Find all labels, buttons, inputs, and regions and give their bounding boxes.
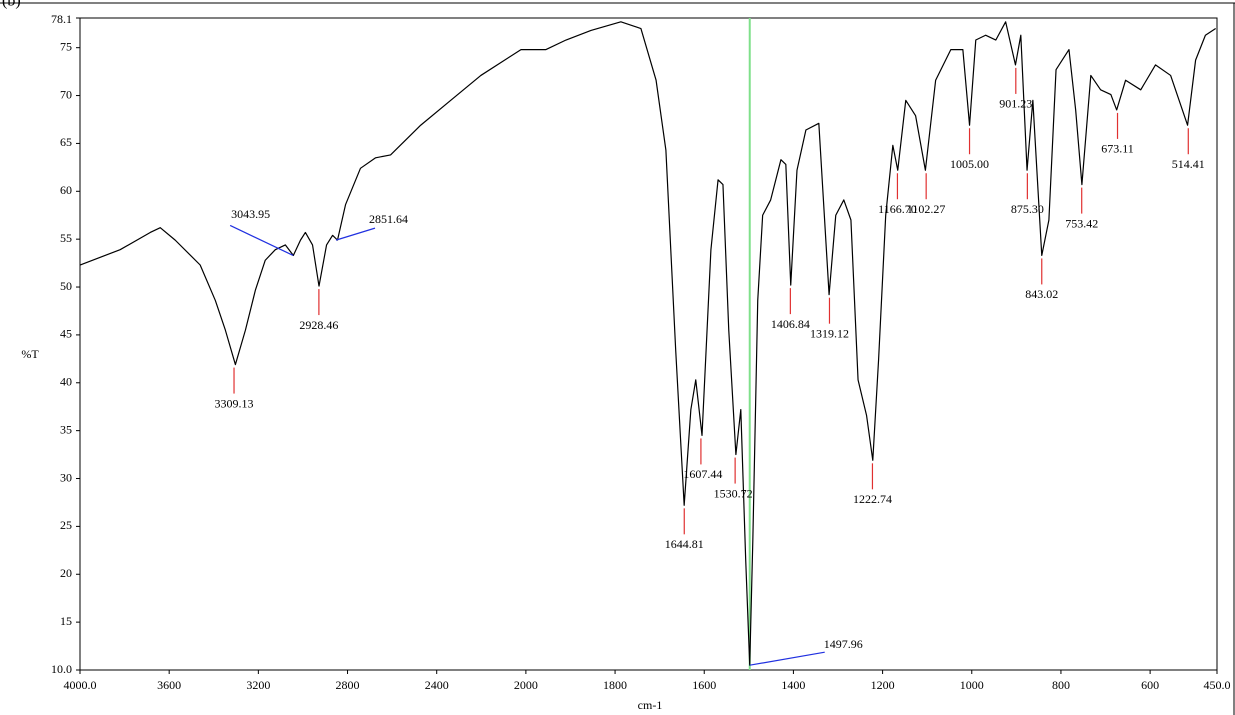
peak-label: 514.41: [1172, 157, 1205, 171]
peak-label: 1166.70: [878, 202, 917, 216]
peak-label: 1644.81: [665, 537, 704, 551]
x-tick-label: 2800: [336, 678, 360, 692]
x-tick-label: 1800: [603, 678, 627, 692]
y-axis-label: %T: [21, 347, 39, 361]
x-tick-label: 600: [1141, 678, 1159, 692]
y-tick-label: 20: [60, 566, 72, 580]
panel-label: (b): [2, 0, 21, 10]
plot-frame: [79, 17, 1218, 671]
peak-leader: [229, 224, 294, 256]
peak-label: 2928.46: [299, 318, 338, 332]
x-tick-label: 450.0: [1204, 678, 1231, 692]
peak-label: 843.02: [1025, 287, 1058, 301]
y-tick-label: 40: [60, 375, 72, 389]
spectrum-line: [79, 21, 1216, 666]
y-tick-label: 50: [60, 279, 72, 293]
peak-label: 753.42: [1065, 216, 1098, 230]
y-tick-label: 25: [60, 518, 72, 532]
peak-label: 3043.95: [231, 207, 270, 221]
peak-label: 1607.44: [683, 467, 722, 481]
x-tick-label: 1400: [781, 678, 805, 692]
y-tick-label: 15: [60, 614, 72, 628]
x-tick-label: 1000: [960, 678, 984, 692]
peak-label: 1222.74: [853, 492, 892, 506]
x-tick-label: 800: [1052, 678, 1070, 692]
peak-label: 1319.12: [810, 326, 849, 340]
x-tick-label: 3200: [246, 678, 270, 692]
peak-label: 901.23: [999, 97, 1032, 111]
peak-label: 875.30: [1011, 202, 1044, 216]
y-tick-label: 45: [60, 327, 72, 341]
peak-label: 1005.00: [950, 157, 989, 171]
peak-label: 673.11: [1101, 142, 1134, 156]
y-tick-label: 30: [60, 470, 72, 484]
peak-label: 1530.72: [714, 486, 753, 500]
peak-label: 1102.27: [907, 202, 946, 216]
x-tick-label: 3600: [157, 678, 181, 692]
x-tick-label: 1600: [692, 678, 716, 692]
peak-label: 3309.13: [215, 396, 254, 410]
x-axis-label: cm-1: [638, 698, 663, 712]
x-tick-label: 4000.0: [64, 678, 97, 692]
peak-label: 1406.84: [771, 317, 810, 331]
y-tick-label: 10.0: [51, 662, 72, 676]
y-tick-label: 55: [60, 231, 72, 245]
y-tick-label: 70: [60, 87, 72, 101]
peak-leader: [335, 227, 376, 241]
y-tick-label: 60: [60, 183, 72, 197]
x-tick-label: 2000: [514, 678, 538, 692]
peak-label: 1497.96: [824, 637, 863, 651]
peak-label: 2851.64: [369, 212, 408, 226]
x-tick-label: 1200: [871, 678, 895, 692]
y-tick-label: 78.1: [51, 12, 72, 26]
y-tick-label: 35: [60, 422, 72, 436]
y-tick-label: 65: [60, 135, 72, 149]
peak-leader: [749, 651, 825, 666]
y-tick-label: 75: [60, 39, 72, 53]
x-tick-label: 2400: [425, 678, 449, 692]
